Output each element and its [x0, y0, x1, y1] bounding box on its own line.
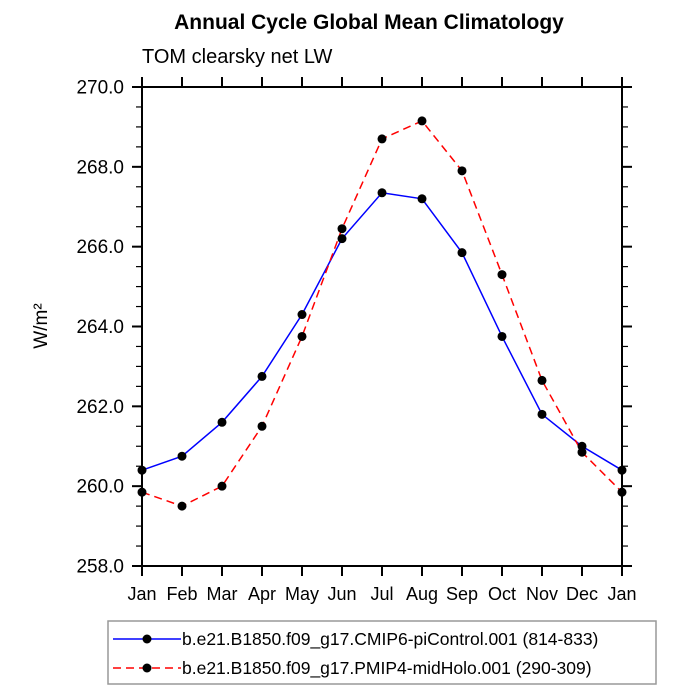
- legend-label-midholo: b.e21.B1850.f09_g17.PMIP4-midHolo.001 (2…: [182, 658, 592, 679]
- data-point: [537, 409, 547, 419]
- y-tick-label: 262.0: [76, 397, 124, 418]
- x-tick-label: Apr: [248, 584, 276, 604]
- data-point: [537, 375, 547, 385]
- data-series: [137, 116, 627, 511]
- y-tick-label: 268.0: [76, 157, 124, 178]
- y-tick-label: 258.0: [76, 557, 124, 578]
- x-tick-label: May: [285, 584, 319, 604]
- data-point: [497, 270, 507, 280]
- data-point: [457, 248, 467, 258]
- y-tick-label: 266.0: [76, 237, 124, 258]
- x-tick-label: Oct: [488, 584, 516, 604]
- data-point: [257, 371, 267, 381]
- series-line-1: [141, 120, 623, 507]
- data-point: [457, 166, 467, 176]
- data-point: [497, 331, 507, 341]
- data-point: [377, 134, 387, 144]
- data-point: [177, 451, 187, 461]
- plot-frame: [141, 86, 623, 567]
- chart-subtitle: TOM clearsky net LW: [142, 46, 333, 68]
- y-axis-tick-labels: 258.0 260.0 262.0 264.0 266.0 268.0 270.0: [76, 78, 124, 578]
- data-point: [217, 417, 227, 427]
- x-axis-tick-labels: Jan Feb Mar Apr May Jun Jul Aug Sep Oct Nov Dec Jan: [127, 584, 636, 604]
- data-point: [297, 310, 307, 320]
- data-point: [377, 188, 387, 198]
- y-tick-label: 264.0: [76, 317, 124, 338]
- y-axis-label: W/m²: [31, 303, 52, 348]
- legend-box: [107, 620, 657, 685]
- data-point: [577, 447, 587, 457]
- x-tick-label: Dec: [566, 584, 598, 604]
- x-tick-label: Jun: [327, 584, 356, 604]
- data-point: [417, 116, 427, 126]
- x-tick-label: Jan: [127, 584, 156, 604]
- data-point: [297, 331, 307, 341]
- legend-sample-marker: [142, 663, 152, 673]
- series-line-0: [141, 191, 623, 471]
- data-point: [417, 194, 427, 204]
- legend: b.e21.B1850.f09_g17.CMIP6-piControl.001 …: [107, 620, 657, 685]
- x-tick-label: Jul: [370, 584, 393, 604]
- x-tick-label: Feb: [166, 584, 197, 604]
- x-tick-label: Mar: [207, 584, 238, 604]
- x-tick-label: Aug: [406, 584, 438, 604]
- x-tick-label: Jan: [607, 584, 636, 604]
- x-tick-label: Sep: [446, 584, 478, 604]
- data-point: [217, 481, 227, 491]
- y-tick-label: 260.0: [76, 477, 124, 498]
- legend-label-picontrol: b.e21.B1850.f09_g17.CMIP6-piControl.001 …: [182, 629, 598, 650]
- data-point: [257, 421, 267, 431]
- y-tick-label: 270.0: [76, 78, 124, 99]
- chart-title: Annual Cycle Global Mean Climatology: [174, 11, 564, 34]
- x-tick-label: Nov: [526, 584, 558, 604]
- data-point: [177, 501, 187, 511]
- data-point: [337, 224, 347, 234]
- legend-sample-marker: [142, 634, 152, 644]
- data-point: [337, 234, 347, 244]
- axis-ticks: [132, 77, 632, 576]
